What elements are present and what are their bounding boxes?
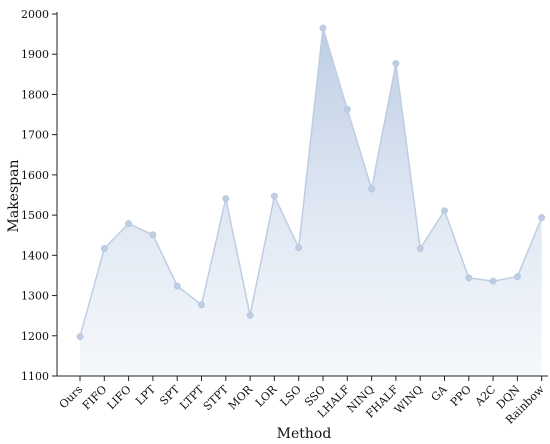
data-point-spt xyxy=(173,282,181,290)
data-point-sso xyxy=(319,24,327,32)
x-tick-label: Ours xyxy=(57,383,86,412)
x-tick-label: FIFO xyxy=(80,383,109,412)
data-point-lpt xyxy=(149,231,157,239)
plot-area xyxy=(76,24,546,376)
series-area xyxy=(80,28,542,376)
y-tick-label: 1900 xyxy=(21,48,49,61)
data-point-lifo xyxy=(125,220,133,228)
y-tick-label: 1600 xyxy=(21,169,49,182)
y-tick-label: 1700 xyxy=(21,129,49,142)
data-point-lso xyxy=(295,244,303,252)
data-point-fhalf xyxy=(392,60,400,67)
x-tick-label: LTPT xyxy=(177,382,207,412)
x-tick-label: MOR xyxy=(226,382,256,412)
x-tick-label: GA xyxy=(429,382,451,404)
data-point-rainbow xyxy=(538,214,546,221)
data-point-a2c xyxy=(489,277,497,285)
y-tick-label: 1400 xyxy=(21,249,49,262)
data-point-mor xyxy=(246,311,254,319)
y-tick-label: 1100 xyxy=(21,370,49,383)
y-axis-title: Makespan xyxy=(6,160,22,233)
x-tick-label: PPO xyxy=(448,383,474,409)
data-point-lhalf xyxy=(343,105,351,113)
x-tick-label: WINQ xyxy=(392,383,425,416)
data-point-ga xyxy=(441,207,448,215)
data-point-stpt xyxy=(222,195,230,203)
x-tick-label: LOR xyxy=(253,382,280,409)
x-axis-title: Method xyxy=(277,426,332,442)
data-point-ppo xyxy=(465,274,473,282)
y-tick-label: 2000 xyxy=(21,8,49,21)
x-tick-label: A2C xyxy=(472,383,498,409)
data-point-ninq xyxy=(368,185,376,193)
x-tick-label: LPT xyxy=(133,382,158,407)
data-point-ltpt xyxy=(198,301,205,309)
data-point-winq xyxy=(416,245,424,252)
x-tick-label: STPT xyxy=(201,382,232,413)
y-tick-label: 1300 xyxy=(21,290,49,303)
data-point-ours xyxy=(76,333,84,341)
y-tick-label: 1200 xyxy=(21,330,49,343)
data-point-fifo xyxy=(100,245,108,252)
y-tick-label: 1500 xyxy=(21,209,49,222)
data-point-dqn xyxy=(513,273,521,281)
data-point-lor xyxy=(270,192,278,200)
series-line xyxy=(79,27,543,337)
x-tick-label: LSO xyxy=(278,383,304,409)
x-tick-label: LIFO xyxy=(105,383,134,412)
y-tick-label: 1800 xyxy=(21,88,49,101)
